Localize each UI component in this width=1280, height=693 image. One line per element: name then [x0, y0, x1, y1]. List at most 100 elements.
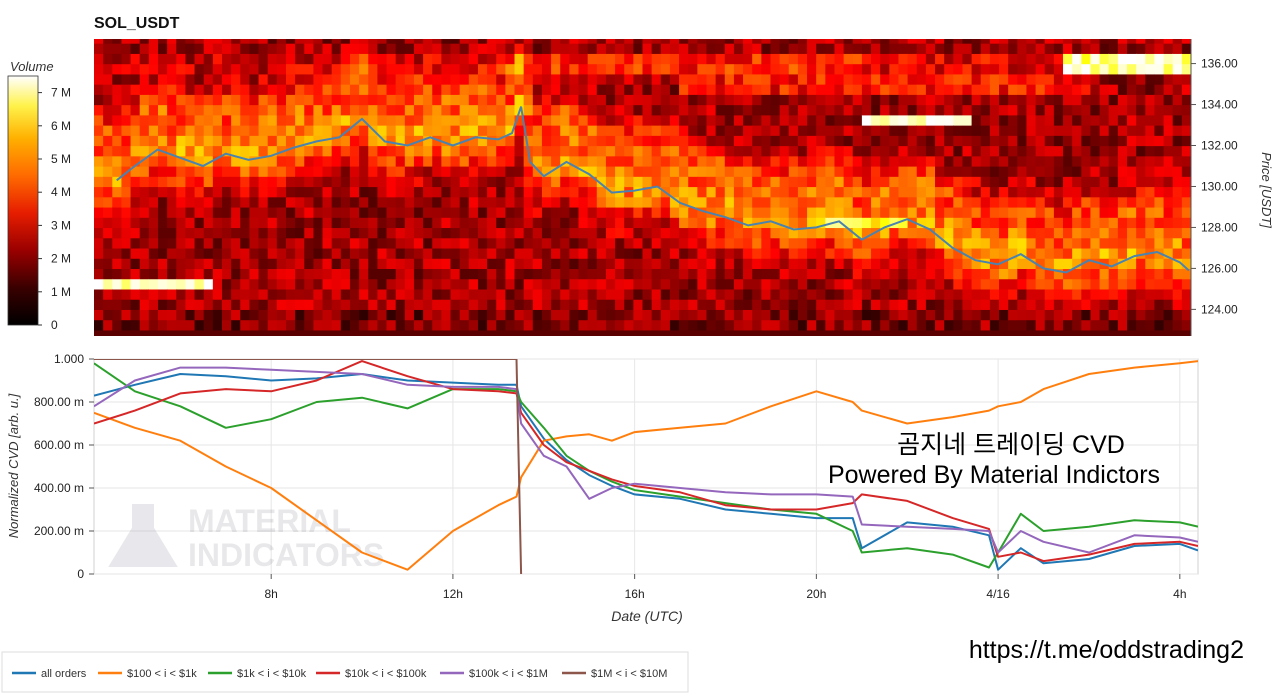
heatmap-cell [423, 217, 433, 229]
heatmap-cell [953, 299, 964, 310]
heatmap-cell [578, 94, 589, 106]
heatmap-cell [788, 125, 799, 136]
heatmap-cell [1026, 247, 1037, 259]
heatmap-cell [999, 217, 1009, 229]
heatmap-cell [468, 39, 479, 44]
heatmap-cell [167, 247, 177, 259]
heatmap-cell [1145, 39, 1156, 44]
heatmap-cell [1181, 268, 1191, 280]
heatmap-cell [1108, 73, 1119, 85]
heatmap-cell [1026, 227, 1037, 239]
heatmap-cell [1035, 114, 1046, 126]
heatmap-cell [953, 319, 964, 331]
heatmap-cell [468, 63, 479, 75]
heatmap-cell [697, 268, 708, 280]
heatmap-cell [148, 196, 159, 208]
heatmap-cell [368, 84, 378, 95]
heatmap-cell [642, 206, 653, 218]
heatmap-cell [679, 43, 689, 54]
heatmap-cell [953, 94, 964, 106]
heatmap-cell [1063, 43, 1073, 54]
heatmap-cell [395, 258, 406, 270]
heatmap-cell [112, 125, 123, 136]
heatmap-cell [1035, 186, 1046, 198]
heatmap-cell [450, 53, 461, 65]
heatmap-cell [706, 63, 717, 75]
telegram-link[interactable]: https://t.me/oddstrading2 [969, 636, 1244, 664]
heatmap-cell [487, 165, 497, 177]
heatmap-cell [925, 104, 936, 116]
heatmap-cell [807, 319, 817, 331]
heatmap-cell [386, 268, 397, 280]
heatmap-cell [797, 135, 808, 147]
heatmap-cell [185, 176, 196, 188]
heatmap-cell [322, 186, 333, 198]
heatmap-cell [962, 94, 973, 106]
heatmap-cell [340, 176, 351, 188]
heatmap-cell [1090, 278, 1101, 290]
heatmap-cell [1163, 217, 1174, 229]
heatmap-cell [989, 319, 1000, 331]
heatmap-cell [368, 299, 378, 310]
heatmap-cell [1172, 196, 1183, 208]
heatmap-cell [797, 227, 808, 239]
heatmap-cell [843, 135, 854, 147]
heatmap-cell [176, 299, 187, 310]
heatmap-cell [103, 268, 113, 280]
heatmap-cell [349, 63, 360, 75]
heatmap-cell [871, 39, 881, 44]
heatmap-cell [761, 114, 772, 126]
heatmap-cell [1127, 309, 1137, 321]
heatmap-cell [1117, 155, 1128, 167]
heatmap-cell [194, 94, 205, 106]
heatmap-cell [1172, 94, 1183, 106]
heatmap-cell [642, 53, 653, 65]
heatmap-cell [477, 206, 488, 218]
heatmap-cell [94, 39, 104, 44]
heatmap-cell [551, 227, 561, 239]
heatmap-cell [395, 237, 406, 249]
heatmap-cell [907, 309, 918, 321]
heatmap-cell [450, 186, 461, 198]
heatmap-cell [697, 319, 708, 331]
heatmap-cell [240, 309, 251, 321]
heatmap-cell [871, 196, 881, 208]
heatmap-cell [889, 155, 900, 167]
heatmap-cell [989, 39, 1000, 44]
heatmap-cell [843, 299, 854, 310]
heatmap-cell [907, 237, 918, 249]
heatmap-cell [578, 186, 589, 198]
heatmap-cell [642, 299, 653, 310]
heatmap-cell [514, 247, 525, 259]
heatmap-cell [212, 268, 223, 280]
heatmap-cell [743, 135, 753, 147]
heatmap-cell [807, 206, 817, 218]
heatmap-cell [1172, 114, 1183, 126]
heatmap-cell [843, 217, 854, 229]
heatmap-cell [889, 196, 900, 208]
heatmap-cell [1108, 165, 1119, 177]
heatmap-cell [770, 258, 781, 270]
heatmap-cell [752, 84, 762, 95]
heatmap-cell [706, 135, 717, 147]
heatmap-cell [551, 237, 561, 249]
heatmap-cell [112, 73, 123, 85]
heatmap-cell [441, 125, 452, 136]
heatmap-cell [423, 227, 433, 239]
heatmap-cell [770, 319, 781, 331]
heatmap-cell [816, 73, 826, 85]
heatmap-cell [1072, 309, 1082, 321]
heatmap-cell [487, 309, 497, 321]
heatmap-cell [578, 125, 589, 136]
legend-label: $1k < i < $10k [237, 668, 307, 680]
heatmap-cell [1063, 309, 1073, 321]
heatmap-cell [615, 227, 625, 239]
heatmap-cell [1044, 84, 1055, 95]
heatmap-cell [103, 135, 113, 147]
heatmap-cell [1127, 176, 1137, 188]
heatmap-cell [477, 39, 488, 44]
heatmap-cell [1145, 217, 1156, 229]
heatmap-cell [624, 258, 634, 270]
heatmap-cell [194, 145, 205, 157]
heatmap-cell [487, 114, 497, 126]
